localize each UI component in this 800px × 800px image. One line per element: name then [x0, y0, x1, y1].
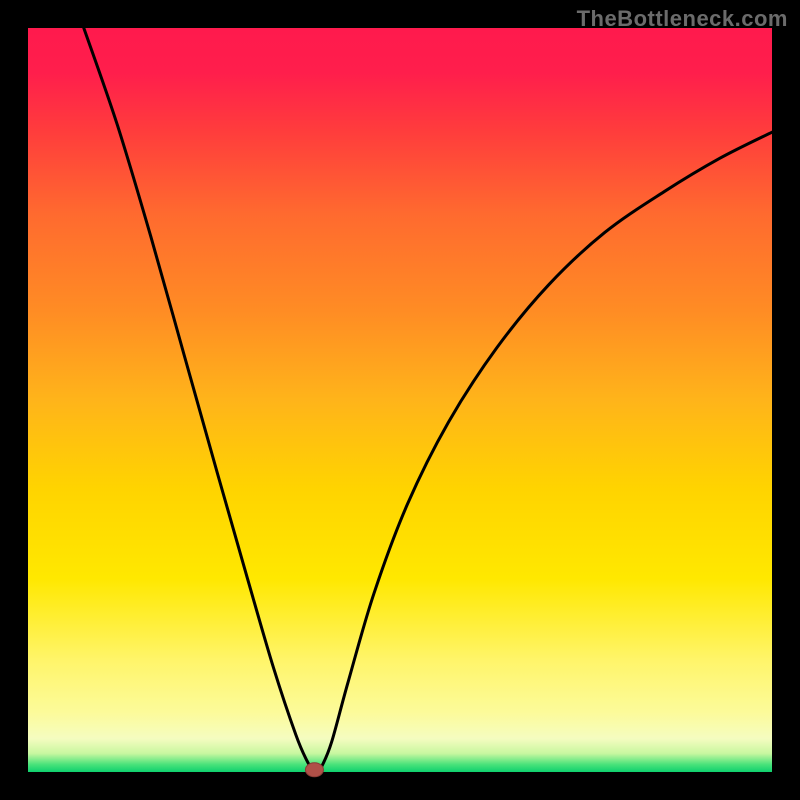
- plot-background: [28, 28, 772, 772]
- vertex-marker: [305, 763, 323, 777]
- chart-svg: [0, 0, 800, 800]
- bottleneck-chart: TheBottleneck.com: [0, 0, 800, 800]
- watermark-text: TheBottleneck.com: [577, 6, 788, 32]
